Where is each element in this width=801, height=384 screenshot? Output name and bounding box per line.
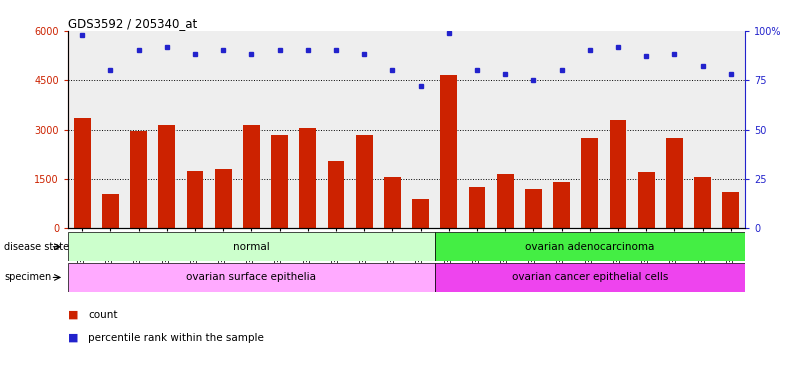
Bar <box>666 138 683 228</box>
Bar <box>130 131 147 228</box>
Bar <box>102 194 119 228</box>
Bar <box>694 177 711 228</box>
Text: disease state: disease state <box>4 242 69 252</box>
Bar <box>243 125 260 228</box>
Bar <box>469 187 485 228</box>
Bar <box>159 125 175 228</box>
Bar <box>610 120 626 228</box>
Bar <box>553 182 570 228</box>
Bar <box>187 171 203 228</box>
Text: ovarian surface epithelia: ovarian surface epithelia <box>187 272 316 283</box>
Bar <box>68 263 435 292</box>
Bar <box>271 134 288 228</box>
Bar <box>215 169 231 228</box>
Bar <box>441 75 457 228</box>
Bar <box>68 232 435 261</box>
Text: normal: normal <box>233 242 270 252</box>
Bar <box>497 174 513 228</box>
Bar <box>384 177 400 228</box>
Bar <box>356 134 372 228</box>
Bar <box>413 199 429 228</box>
Text: ■: ■ <box>68 310 78 320</box>
Text: percentile rank within the sample: percentile rank within the sample <box>88 333 264 343</box>
Bar <box>435 232 745 261</box>
Bar <box>328 161 344 228</box>
Text: count: count <box>88 310 118 320</box>
Bar <box>300 128 316 228</box>
Bar <box>525 189 541 228</box>
Text: ovarian adenocarcinoma: ovarian adenocarcinoma <box>525 242 654 252</box>
Text: specimen: specimen <box>4 272 51 283</box>
Bar <box>435 263 745 292</box>
Bar <box>74 118 91 228</box>
Text: GDS3592 / 205340_at: GDS3592 / 205340_at <box>68 17 197 30</box>
Text: ■: ■ <box>68 333 78 343</box>
Bar <box>638 172 654 228</box>
Text: ovarian cancer epithelial cells: ovarian cancer epithelial cells <box>512 272 668 283</box>
Bar <box>723 192 739 228</box>
Bar <box>582 138 598 228</box>
